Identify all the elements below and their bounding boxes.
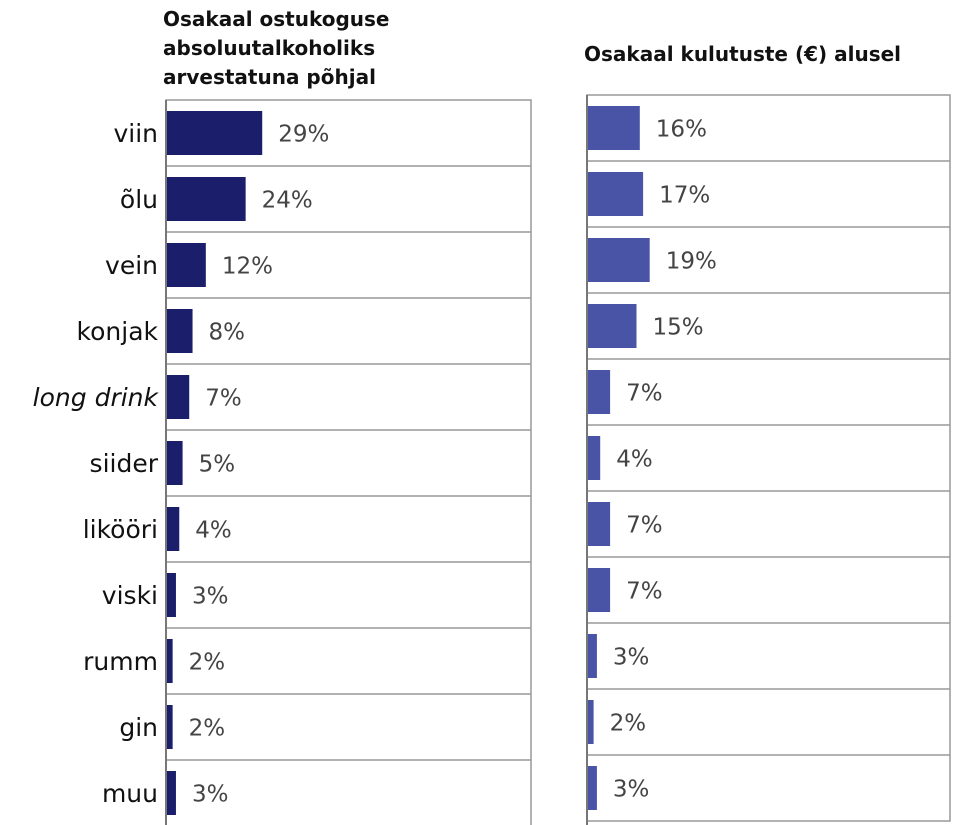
category-label: siider [90,449,159,478]
value-label: 2% [189,650,226,676]
bar [587,304,637,348]
bar [166,639,173,683]
value-label: 3% [613,777,650,803]
value-label: 7% [626,381,663,407]
value-label: 3% [192,782,229,808]
value-label: 8% [209,320,246,346]
value-label: 7% [626,513,663,539]
bar [587,766,597,810]
value-label: 3% [613,645,650,671]
value-label: 5% [199,452,236,478]
value-label: 3% [192,584,229,610]
category-label: vein [105,251,158,280]
bar [166,309,193,353]
bar [166,573,176,617]
bar [587,172,644,216]
value-label: 7% [626,579,663,605]
value-label: 19% [666,249,717,275]
value-label: 24% [262,188,313,214]
bar [166,111,263,155]
value-label: 2% [189,716,226,742]
bar [587,106,640,150]
bar [587,568,611,612]
bar [166,705,173,749]
value-label: 12% [222,254,273,280]
bar [166,177,246,221]
chart-title: Osakaal ostukoguse absoluutalkoholiks ar… [163,7,390,89]
bar [587,370,611,414]
chart-title: Osakaal kulutuste (€) alusel [584,42,902,66]
category-label: muu [102,779,158,808]
category-label: õlu [120,185,158,214]
category-label: rumm [83,647,158,676]
category-label: likööri [83,515,158,544]
bar [166,507,180,551]
plot-area [586,94,951,822]
category-label: konjak [77,317,159,346]
bar [166,441,183,485]
bar [166,243,206,287]
value-label: 16% [656,117,707,143]
bar [587,436,601,480]
bar [587,700,594,744]
category-label: gin [119,713,158,742]
bar [587,502,611,546]
bar [587,238,650,282]
bar [166,375,190,419]
category-label: viski [102,581,158,610]
bar [587,634,597,678]
value-label: 4% [195,518,232,544]
value-label: 17% [659,183,710,209]
category-label: viin [113,119,158,148]
value-label: 7% [205,386,242,412]
value-label: 29% [278,122,329,148]
value-label: 4% [616,447,653,473]
value-label: 15% [653,315,704,341]
category-label: long drink [33,383,160,412]
value-label: 2% [610,711,647,737]
bar [166,771,176,815]
